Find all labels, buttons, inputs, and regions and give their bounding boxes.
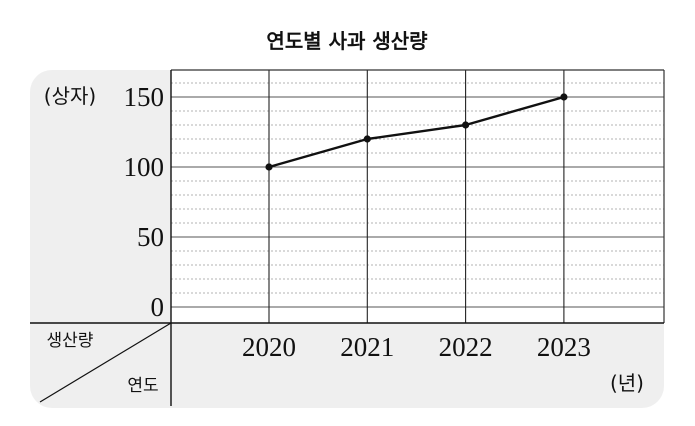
data-point [265, 163, 273, 171]
category-gridlines [268, 70, 565, 323]
data-point [462, 121, 470, 129]
y-tick-label: 50 [137, 222, 164, 252]
corner-top-label: 생산량 [47, 331, 94, 351]
data-point [363, 135, 371, 143]
major-gridlines [171, 96, 664, 308]
x-tick-label: 2021 [340, 332, 394, 362]
data-point [560, 93, 568, 101]
y-tick-label: 150 [124, 82, 165, 112]
y-axis-label: (상자) [44, 84, 96, 108]
x-tick-label: 2023 [537, 332, 591, 362]
x-tick-label: 2022 [439, 332, 493, 362]
series-line [268, 95, 565, 169]
chart-title: 연도별 사과 생산량 [266, 29, 428, 53]
x-tick-labels: 2020 2021 2022 2023 [242, 332, 591, 362]
corner-bottom-label: 연도 [127, 376, 158, 396]
x-axis-unit: (년) [610, 371, 644, 395]
plot-area [171, 70, 664, 323]
y-tick-label: 0 [151, 292, 165, 322]
x-tick-label: 2020 [242, 332, 296, 362]
corner-diagonal [39, 322, 172, 403]
y-tick-label: 100 [124, 152, 165, 182]
data-series [265, 93, 568, 171]
y-tick-labels: 0 50 100 150 [124, 82, 165, 322]
